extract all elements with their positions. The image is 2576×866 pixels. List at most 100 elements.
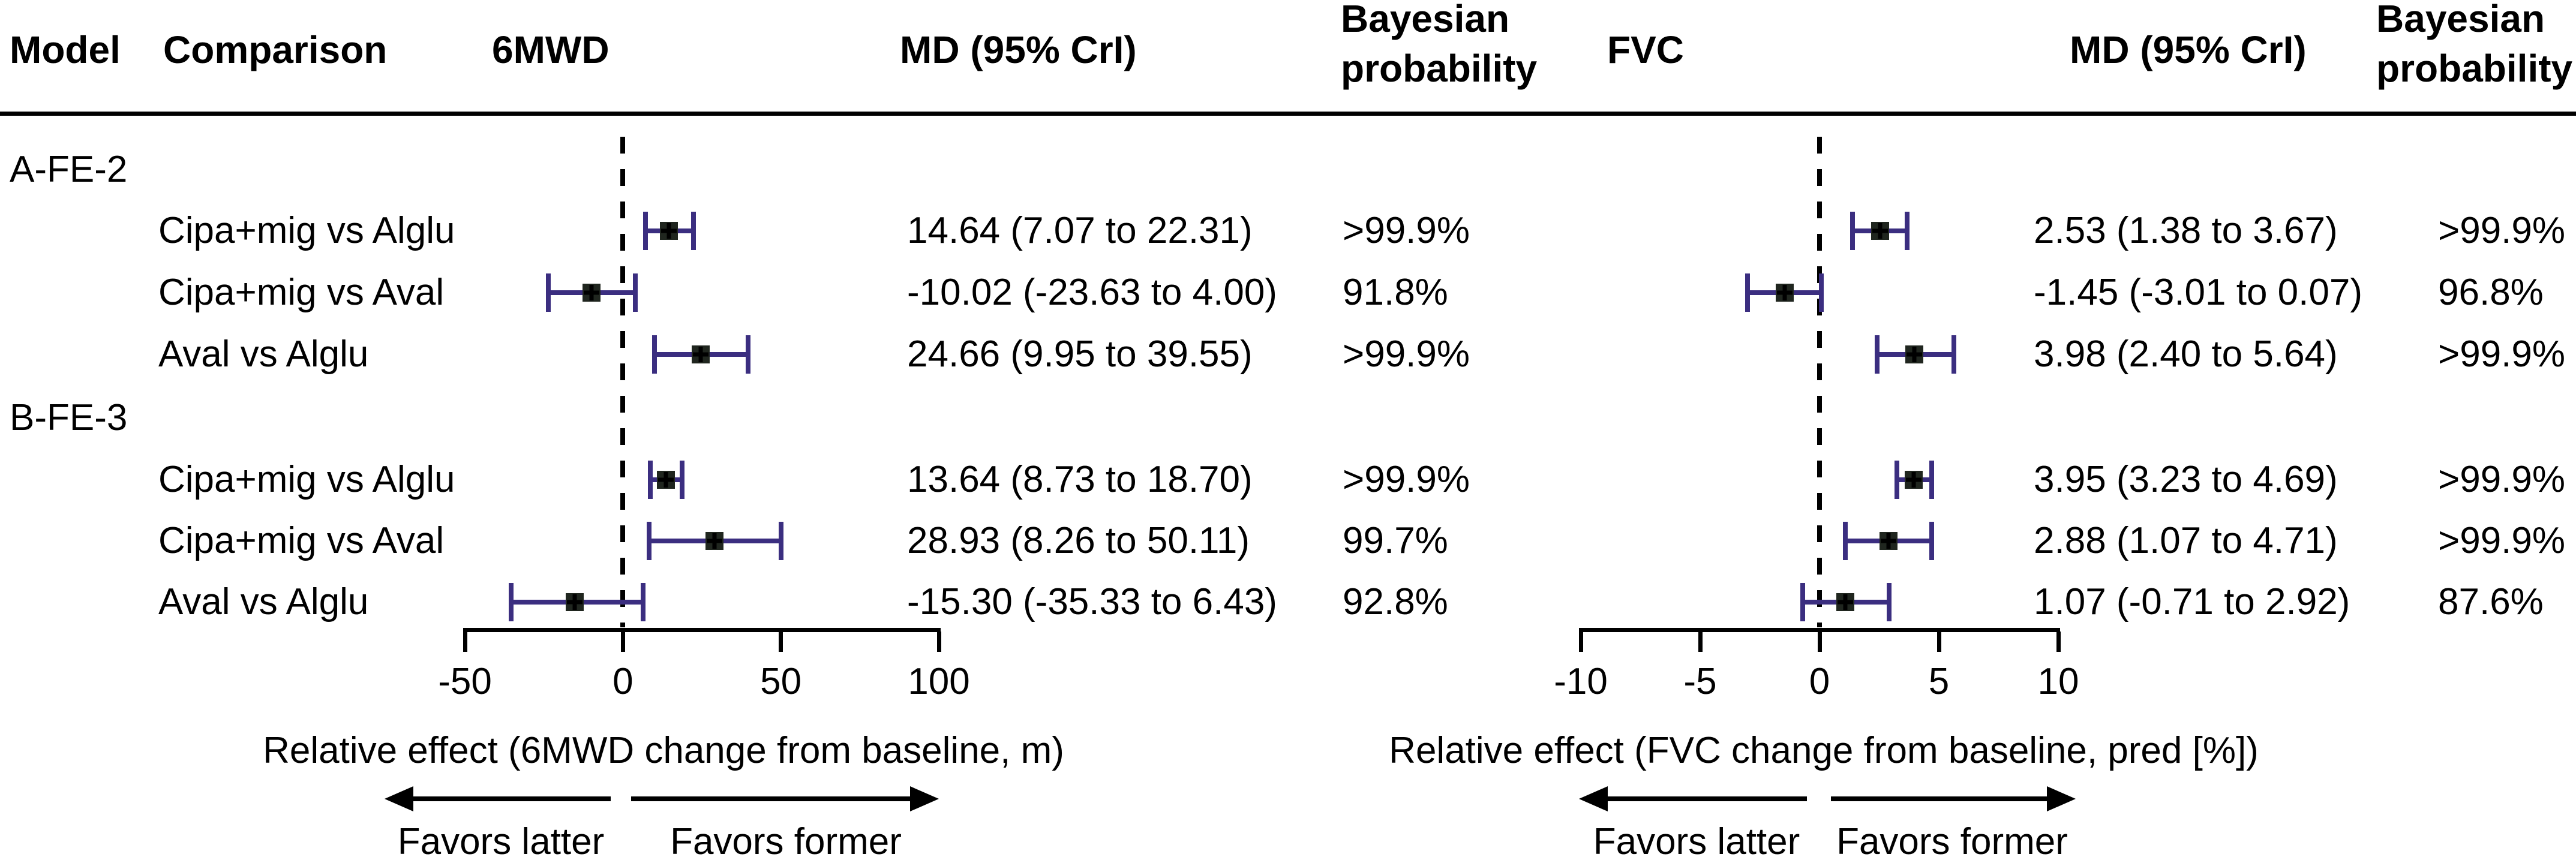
ci-upper-cap <box>641 583 646 621</box>
header-rule <box>0 112 2576 116</box>
ci-lower-cap <box>1874 335 1880 374</box>
axis-tick-label: 10 <box>2037 661 2079 702</box>
ci-lower-cap <box>1842 522 1848 560</box>
ci-upper-cap <box>779 522 784 560</box>
ci-lower-cap <box>643 212 648 250</box>
axis-tick <box>1936 632 1941 652</box>
md-value: 2.53 (1.38 to 3.67) <box>2034 210 2338 251</box>
axis-tick-label: 5 <box>1928 661 1950 702</box>
point-estimate-marker <box>657 471 675 489</box>
favors-right-arrow-line <box>1831 796 2050 801</box>
axis-tick-label: -10 <box>1554 661 1608 702</box>
ci-lower-cap <box>651 335 657 374</box>
bayesian-probability-value: 92.8% <box>1343 581 1448 623</box>
axis-tick <box>1578 632 1583 652</box>
md-value: 3.95 (3.23 to 4.69) <box>2034 459 2338 500</box>
favors-right-arrow-line <box>631 796 914 801</box>
favors-former-label: Favors former <box>1836 821 2068 862</box>
favors-latter-label: Favors latter <box>397 821 605 862</box>
ci-upper-cap <box>1887 583 1892 621</box>
bayesian-probability-value: >99.9% <box>1343 333 1470 375</box>
point-estimate-marker <box>1836 593 1854 611</box>
axis-tick <box>1698 632 1703 652</box>
ci-upper-cap <box>1951 335 1957 374</box>
ci-lower-cap <box>545 273 551 312</box>
point-estimate-marker <box>1871 222 1889 240</box>
md-value: 3.98 (2.40 to 5.64) <box>2034 333 2338 375</box>
ci-lower-cap <box>1800 583 1805 621</box>
axis-tick-label: 100 <box>908 661 970 702</box>
md-value: -10.02 (-23.63 to 4.00) <box>907 272 1277 313</box>
md-value: -15.30 (-35.33 to 6.43) <box>907 581 1277 623</box>
x-axis-line <box>1579 628 2060 632</box>
bayesian-header-line2: probability <box>2376 47 2573 91</box>
md-value: 13.64 (8.73 to 18.70) <box>907 459 1253 500</box>
ci-upper-cap <box>745 335 750 374</box>
ci-upper-cap <box>690 212 696 250</box>
bayesian-probability-value: >99.9% <box>1343 210 1470 251</box>
bayesian-header-line2: probability <box>1341 47 1538 91</box>
model-group-label: A-FE-2 <box>10 149 128 190</box>
comparison-label: Cipa+mig vs Aval <box>158 520 445 561</box>
bayesian-probability-value: >99.9% <box>2438 210 2566 251</box>
point-estimate-marker <box>1905 471 1923 489</box>
comparison-label: Cipa+mig vs Alglu <box>158 210 455 251</box>
bayesian-probability-value: >99.9% <box>2438 520 2566 561</box>
favors-right-arrow-head <box>910 786 939 811</box>
ci-lower-cap <box>646 522 651 560</box>
column-header-bayesian-fvc: Bayesian probability <box>2376 0 2572 94</box>
ci-lower-cap <box>1894 461 1899 499</box>
bayesian-probability-value: >99.9% <box>1343 459 1470 500</box>
axis-tick <box>936 632 941 652</box>
column-header-md-6mwd: MD (95% CrI) <box>900 28 1137 71</box>
ci-lower-cap <box>1850 212 1855 250</box>
point-estimate-marker <box>565 593 584 611</box>
model-group-label: B-FE-3 <box>10 397 128 438</box>
zero-reference-line <box>1817 137 1822 627</box>
md-value: 24.66 (9.95 to 39.55) <box>907 333 1253 375</box>
ci-upper-cap <box>1818 273 1824 312</box>
axis-tick-label: 0 <box>1809 661 1830 702</box>
ci-lower-cap <box>1745 273 1751 312</box>
column-header-fvc: FVC <box>1607 28 1684 71</box>
bayesian-probability-value: 87.6% <box>2438 581 2544 623</box>
point-estimate-marker <box>705 532 723 550</box>
favors-left-arrow-line <box>410 796 611 801</box>
bayesian-header-line1: Bayesian <box>1341 0 1510 40</box>
column-header-model: Model <box>10 28 121 71</box>
zero-reference-line <box>620 137 626 627</box>
md-value: 28.93 (8.26 to 50.11) <box>907 520 1250 561</box>
bayesian-probability-value: >99.9% <box>2438 333 2566 375</box>
axis-tick-label: -5 <box>1683 661 1717 702</box>
point-estimate-marker <box>1905 345 1924 363</box>
axis-tick-label: 50 <box>760 661 802 702</box>
x-axis-label: Relative effect (6MWD change from baseli… <box>263 730 1064 771</box>
point-estimate-marker <box>1776 284 1794 302</box>
ci-upper-cap <box>1905 212 1910 250</box>
md-value: 1.07 (-0.71 to 2.92) <box>2034 581 2350 623</box>
axis-tick <box>2056 632 2061 652</box>
comparison-label: Aval vs Alglu <box>158 333 369 375</box>
comparison-label: Aval vs Alglu <box>158 581 369 623</box>
column-header-comparison: Comparison <box>163 28 388 71</box>
favors-left-arrow-head <box>1579 786 1608 811</box>
point-estimate-marker <box>1879 532 1898 550</box>
ci-upper-cap <box>679 461 684 499</box>
column-header-6mwd: 6MWD <box>492 28 610 71</box>
favors-right-arrow-head <box>2047 786 2076 811</box>
axis-tick-label: -50 <box>438 661 492 702</box>
bayesian-probability-value: 96.8% <box>2438 272 2544 313</box>
axis-tick <box>463 632 467 652</box>
comparison-label: Cipa+mig vs Alglu <box>158 459 455 500</box>
x-axis-label: Relative effect (FVC change from baselin… <box>1389 730 2259 771</box>
md-value: -1.45 (-3.01 to 0.07) <box>2034 272 2362 313</box>
ci-upper-cap <box>633 273 638 312</box>
axis-tick <box>779 632 783 652</box>
column-header-md-fvc: MD (95% CrI) <box>2070 28 2307 71</box>
axis-tick-label: 0 <box>613 661 634 702</box>
ci-lower-cap <box>509 583 514 621</box>
axis-tick <box>620 632 625 652</box>
favors-left-arrow-head <box>385 786 413 811</box>
